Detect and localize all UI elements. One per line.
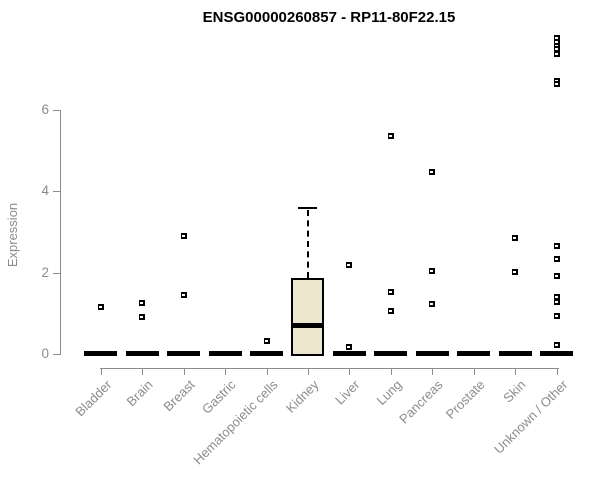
upper-whisker [306, 210, 309, 278]
collapsed-box-pancreas [415, 350, 449, 357]
outlier-point [553, 77, 560, 84]
outlier-point [512, 234, 519, 241]
outlier-point [180, 292, 187, 299]
collapsed-box-brain [125, 350, 159, 357]
outlier-point [553, 256, 560, 263]
chart-title: ENSG00000260857 - RP11-80F22.15 [202, 9, 456, 26]
outlier-point [346, 344, 353, 351]
y-tick-label: 2 [41, 264, 49, 280]
outlier-point [387, 132, 394, 139]
x-axis-tick [349, 368, 351, 375]
outlier-point [512, 269, 519, 276]
outlier-point [139, 314, 146, 321]
collapsed-box-gastric [208, 350, 242, 357]
collapsed-box-unknown-other [540, 350, 574, 357]
median-line [293, 322, 323, 328]
x-axis-tick [100, 368, 102, 375]
outlier-point [553, 35, 560, 42]
collapsed-box-prostate [457, 350, 491, 357]
outlier-point [553, 242, 560, 249]
x-axis-tick [183, 368, 185, 375]
outlier-point [553, 293, 560, 300]
outlier-point [387, 307, 394, 314]
x-axis-tick [390, 368, 392, 375]
outlier-point [139, 299, 146, 306]
collapsed-box-bladder [84, 350, 118, 357]
box-kidney [291, 277, 325, 356]
y-axis-line [60, 110, 61, 355]
outlier-point [553, 272, 560, 279]
x-axis-tick [225, 368, 227, 375]
outlier-point [429, 169, 436, 176]
y-tick-label: 0 [41, 346, 49, 361]
x-axis-tick [266, 368, 268, 375]
y-axis-tick [53, 354, 60, 355]
outlier-point [346, 261, 353, 268]
collapsed-box-liver [332, 350, 366, 357]
collapsed-box-skin [498, 350, 532, 357]
collapsed-box-breast [167, 350, 201, 357]
y-tick-label: 6 [41, 101, 49, 117]
y-tick-label: 4 [41, 183, 49, 199]
y-axis-tick [53, 272, 60, 274]
x-axis-line [100, 368, 559, 369]
outlier-point [387, 288, 394, 295]
whisker-cap [298, 207, 318, 209]
collapsed-box-lung [374, 350, 408, 357]
outlier-point [553, 313, 560, 320]
outlier-point [553, 39, 560, 46]
collapsed-box-hematopoietic-cells [250, 350, 283, 357]
y-axis-tick [53, 191, 60, 193]
outlier-point [553, 81, 560, 88]
x-axis-tick [307, 368, 309, 375]
outlier-point [263, 337, 270, 344]
x-axis-tick [142, 368, 144, 375]
x-axis-tick [515, 368, 517, 375]
x-axis-tick [432, 368, 434, 375]
x-axis-tick [473, 368, 475, 375]
outlier-point [429, 301, 436, 308]
outlier-point [553, 50, 560, 57]
outlier-point [180, 233, 187, 240]
outlier-point [429, 267, 436, 274]
x-axis-tick [556, 368, 558, 375]
y-axis-tick [53, 109, 60, 111]
outlier-point [553, 342, 560, 349]
outlier-point [553, 46, 560, 53]
outlier-point [97, 303, 104, 310]
outlier-point [553, 42, 560, 49]
outlier-point [553, 298, 560, 305]
